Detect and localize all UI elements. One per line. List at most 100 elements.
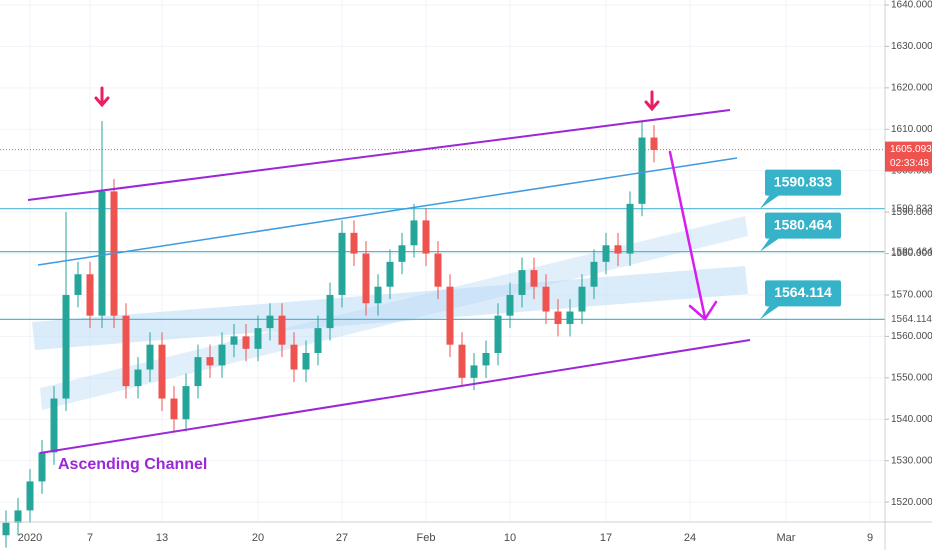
candle-body xyxy=(314,328,322,353)
candle-body xyxy=(338,232,346,295)
y-tick-label: 1610.000 xyxy=(891,124,932,135)
channel-lower xyxy=(39,339,751,454)
forecast-arrow xyxy=(668,150,718,321)
candle-body xyxy=(206,357,214,366)
candle-body xyxy=(494,315,502,353)
candle-body xyxy=(14,510,22,523)
candle-body xyxy=(602,245,610,262)
candle-body xyxy=(386,261,394,287)
candle-body xyxy=(242,336,250,349)
marker-arrow xyxy=(94,86,110,108)
candle-body xyxy=(482,352,490,366)
candle-body xyxy=(122,315,130,387)
channel-upper xyxy=(27,109,731,201)
marker-arrow xyxy=(644,90,660,112)
candle-body xyxy=(230,336,238,345)
x-tick-label: 20 xyxy=(252,532,264,544)
y-tick-label: 1630.000 xyxy=(891,41,932,52)
y-tick-label: 1550.000 xyxy=(891,372,932,383)
candle-body xyxy=(626,203,634,254)
candle-body xyxy=(446,286,454,345)
candle-body xyxy=(98,191,106,316)
candle-body xyxy=(158,344,166,399)
candle-body xyxy=(62,294,70,399)
candle-body xyxy=(278,315,286,345)
axes: 1520.000 1530.000 1540.000 1550.000 1560.000… xyxy=(18,0,932,544)
candle-body xyxy=(422,220,430,254)
x-tick-label: 10 xyxy=(504,532,516,544)
candle-body xyxy=(2,522,10,536)
candle-body xyxy=(134,369,142,387)
channel-band xyxy=(32,266,748,350)
y-tick-label: 1580.000 xyxy=(891,248,932,259)
candle-body xyxy=(218,344,226,366)
y-tick-label: 1520.000 xyxy=(891,497,932,508)
last-price-label: 1605.093 xyxy=(890,144,932,155)
candle-body xyxy=(254,328,262,349)
levels: 1590.833 1580.464 1564.114 xyxy=(0,149,885,320)
level-callout xyxy=(760,194,780,209)
level-callout xyxy=(760,305,780,320)
x-tick-label: 24 xyxy=(684,532,696,544)
candle-body xyxy=(374,286,382,304)
candle-body xyxy=(506,294,514,316)
level-label-box xyxy=(765,169,841,196)
y-tick-label: 1560.000 xyxy=(891,331,932,342)
y-tick-label: 1590.000 xyxy=(891,207,932,218)
candle-body xyxy=(542,286,550,312)
y-tick-label: 1570.000 xyxy=(891,290,932,301)
level-callout xyxy=(760,237,780,252)
candles xyxy=(2,120,658,548)
candle-body xyxy=(290,344,298,370)
channel-mid xyxy=(37,157,738,266)
candle-body xyxy=(326,294,334,329)
last-price-box xyxy=(885,141,932,172)
level-label: 1564.114 xyxy=(774,284,832,300)
candle-body xyxy=(410,220,418,246)
candle-body xyxy=(86,274,94,316)
level-label-box xyxy=(765,280,841,307)
candle-body xyxy=(530,270,538,287)
candle-body xyxy=(302,352,310,370)
candle-body xyxy=(182,386,190,420)
x-tick-label: 9 xyxy=(867,532,873,544)
x-tick-label: 27 xyxy=(336,532,348,544)
x-tick-label: 13 xyxy=(156,532,168,544)
x-tick-label: 2020 xyxy=(18,532,42,544)
candle-body xyxy=(266,315,274,329)
x-tick-label: Mar xyxy=(777,532,796,544)
candle-body xyxy=(578,286,586,312)
level-label-box xyxy=(765,212,841,239)
y-tick-label: 1640.000 xyxy=(891,0,932,11)
candle-body xyxy=(26,481,34,511)
candle-body xyxy=(38,452,46,482)
y-tick-label: 1620.000 xyxy=(891,82,932,93)
candle-body xyxy=(362,253,370,304)
grid xyxy=(0,0,885,522)
candle-body xyxy=(590,261,598,287)
y-tick-label: 1530.000 xyxy=(891,455,932,466)
candle-body xyxy=(434,253,442,287)
candle-body xyxy=(650,137,658,150)
y-tick-label: 1540.000 xyxy=(891,414,932,425)
level-axis-label: 1580.464 xyxy=(891,246,932,257)
candle-body xyxy=(554,311,562,324)
candle-body xyxy=(50,398,58,453)
level-axis-label: 1590.833 xyxy=(891,203,932,214)
candle-body xyxy=(398,245,406,262)
candle-body xyxy=(350,232,358,254)
level-axis-label: 1564.114 xyxy=(891,314,932,325)
x-tick-label: 17 xyxy=(600,532,612,544)
candle-body xyxy=(638,137,646,204)
annotation: Ascending Channel xyxy=(58,456,207,473)
candle-body xyxy=(194,357,202,387)
candle-body xyxy=(146,344,154,370)
countdown-label: 02:33:48 xyxy=(890,158,929,169)
x-tick-label: Feb xyxy=(417,532,436,544)
level-label: 1580.464 xyxy=(774,216,833,232)
level-label: 1590.833 xyxy=(774,173,833,189)
x-tick-label: 7 xyxy=(87,532,93,544)
